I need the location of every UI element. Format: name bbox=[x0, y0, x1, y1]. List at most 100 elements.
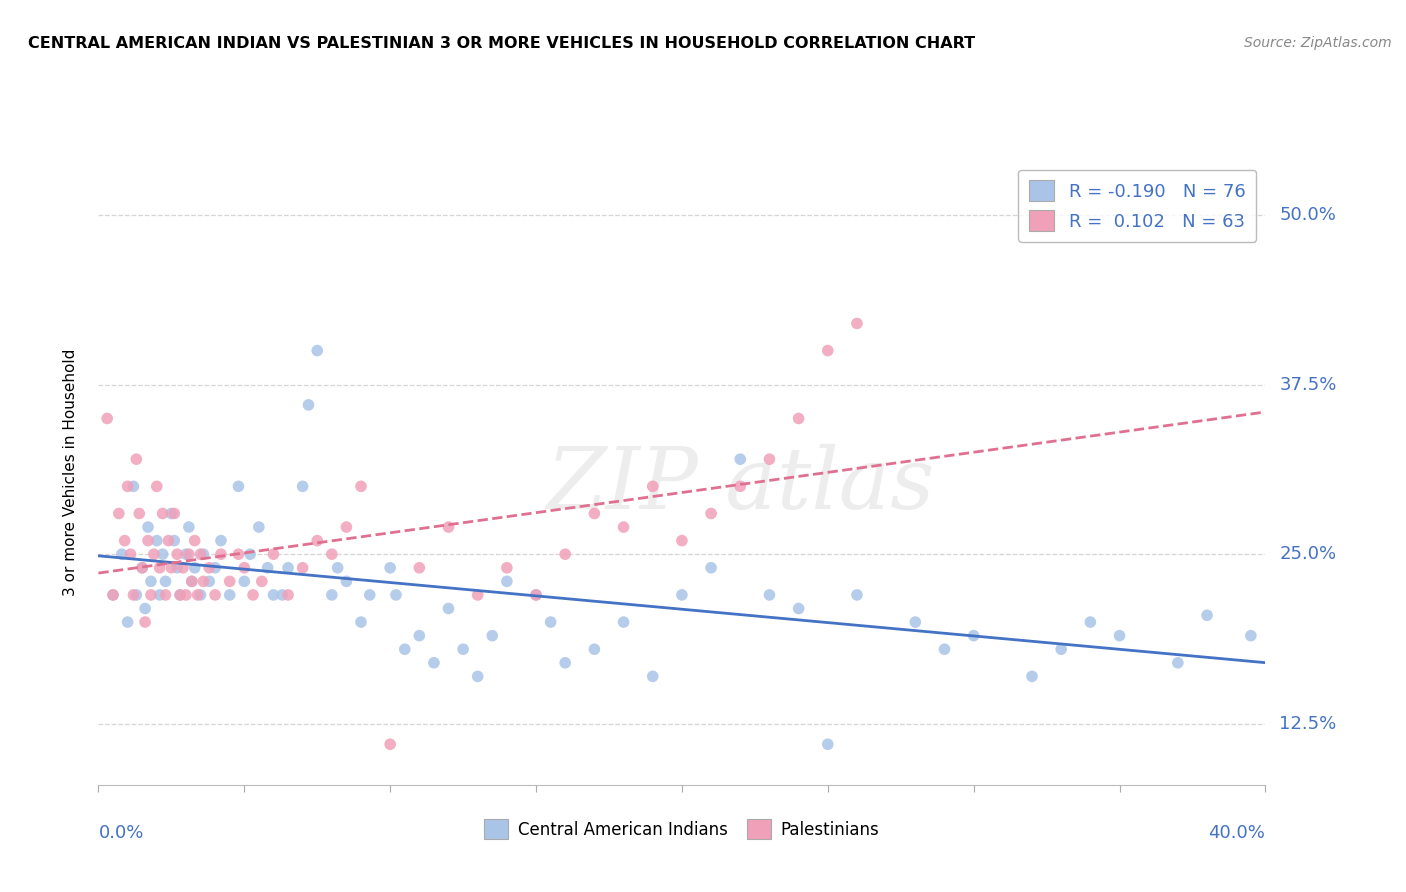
Point bbox=[204, 561, 226, 575]
Point bbox=[155, 574, 177, 589]
Point bbox=[233, 561, 256, 575]
Point bbox=[1108, 629, 1130, 643]
Point bbox=[380, 737, 402, 751]
Text: Source: ZipAtlas.com: Source: ZipAtlas.com bbox=[1244, 36, 1392, 50]
Point bbox=[641, 479, 664, 493]
Point bbox=[326, 561, 349, 575]
Point bbox=[174, 588, 197, 602]
Point bbox=[136, 533, 159, 548]
Point bbox=[758, 452, 780, 467]
Point bbox=[437, 601, 460, 615]
Point bbox=[111, 547, 134, 561]
Point bbox=[846, 317, 869, 331]
Point bbox=[817, 737, 839, 751]
Point bbox=[117, 615, 139, 629]
Point bbox=[128, 507, 150, 521]
Point bbox=[209, 547, 232, 561]
Point bbox=[263, 547, 285, 561]
Text: 25.0%: 25.0% bbox=[1279, 545, 1337, 563]
Point bbox=[437, 520, 460, 534]
Point bbox=[758, 588, 780, 602]
Point bbox=[467, 669, 489, 683]
Point bbox=[554, 547, 576, 561]
Point bbox=[134, 601, 156, 615]
Point bbox=[1050, 642, 1073, 657]
Point bbox=[169, 588, 191, 602]
Point bbox=[380, 561, 402, 575]
Point bbox=[193, 547, 215, 561]
Point bbox=[321, 547, 343, 561]
Point bbox=[177, 547, 200, 561]
Point bbox=[846, 588, 869, 602]
Point bbox=[228, 547, 250, 561]
Point bbox=[1021, 669, 1043, 683]
Point bbox=[174, 547, 197, 561]
Point bbox=[160, 561, 183, 575]
Point bbox=[239, 547, 262, 561]
Point bbox=[700, 507, 723, 521]
Point bbox=[125, 452, 148, 467]
Point bbox=[131, 561, 153, 575]
Text: 40.0%: 40.0% bbox=[1209, 824, 1265, 842]
Point bbox=[359, 588, 381, 602]
Point bbox=[613, 615, 636, 629]
Point bbox=[467, 588, 489, 602]
Point bbox=[787, 601, 810, 615]
Point bbox=[193, 574, 215, 589]
Point bbox=[671, 533, 693, 548]
Point bbox=[481, 629, 503, 643]
Point bbox=[218, 574, 240, 589]
Point bbox=[904, 615, 927, 629]
Y-axis label: 3 or more Vehicles in Household: 3 or more Vehicles in Household bbox=[63, 349, 77, 597]
Point bbox=[242, 588, 264, 602]
Point bbox=[160, 507, 183, 521]
Point bbox=[524, 588, 547, 602]
Point bbox=[700, 561, 723, 575]
Point bbox=[198, 574, 221, 589]
Point bbox=[180, 574, 202, 589]
Point bbox=[177, 520, 200, 534]
Point bbox=[114, 533, 136, 548]
Point bbox=[139, 574, 162, 589]
Point bbox=[187, 588, 209, 602]
Point bbox=[641, 669, 664, 683]
Point bbox=[139, 588, 162, 602]
Text: CENTRAL AMERICAN INDIAN VS PALESTINIAN 3 OR MORE VEHICLES IN HOUSEHOLD CORRELATI: CENTRAL AMERICAN INDIAN VS PALESTINIAN 3… bbox=[28, 36, 976, 51]
Point bbox=[163, 533, 186, 548]
Point bbox=[583, 642, 606, 657]
Point bbox=[131, 561, 153, 575]
Point bbox=[250, 574, 273, 589]
Point bbox=[263, 588, 285, 602]
Point bbox=[335, 520, 357, 534]
Point bbox=[307, 533, 329, 548]
Point bbox=[152, 507, 174, 521]
Point bbox=[554, 656, 576, 670]
Point bbox=[350, 479, 373, 493]
Point bbox=[190, 588, 212, 602]
Point bbox=[233, 574, 256, 589]
Point bbox=[496, 574, 519, 589]
Point bbox=[335, 574, 357, 589]
Point bbox=[408, 561, 430, 575]
Point bbox=[321, 588, 343, 602]
Point bbox=[172, 561, 194, 575]
Point bbox=[122, 479, 145, 493]
Point bbox=[125, 588, 148, 602]
Point bbox=[149, 588, 172, 602]
Point bbox=[408, 629, 430, 643]
Text: 12.5%: 12.5% bbox=[1279, 714, 1337, 733]
Point bbox=[496, 561, 519, 575]
Point bbox=[307, 343, 329, 358]
Point bbox=[277, 561, 299, 575]
Point bbox=[155, 588, 177, 602]
Point bbox=[157, 533, 180, 548]
Point bbox=[671, 588, 693, 602]
Point bbox=[271, 588, 294, 602]
Point bbox=[787, 411, 810, 425]
Text: 37.5%: 37.5% bbox=[1279, 376, 1337, 393]
Text: ZIP atlas: ZIP atlas bbox=[546, 444, 935, 526]
Point bbox=[166, 561, 188, 575]
Point bbox=[540, 615, 562, 629]
Point bbox=[1080, 615, 1102, 629]
Point bbox=[101, 588, 124, 602]
